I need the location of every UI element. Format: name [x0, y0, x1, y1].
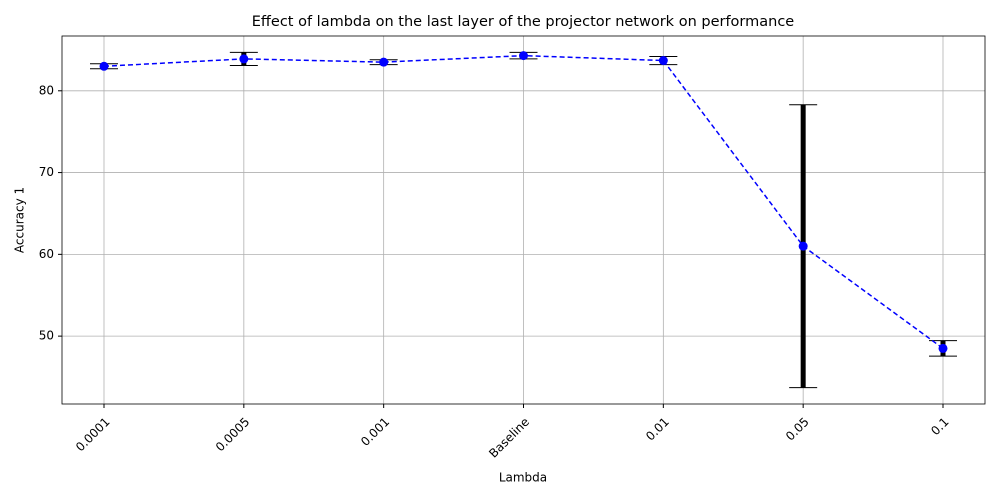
x-tick-label: Baseline [486, 415, 532, 461]
y-axis-label: Accuracy 1 [13, 187, 27, 253]
x-tick-label: 0.05 [783, 415, 812, 444]
chart-title: Effect of lambda on the last layer of th… [252, 14, 795, 30]
point [658, 56, 668, 66]
y-tick-label: 70 [39, 165, 54, 179]
y-tick-label: 80 [39, 83, 54, 97]
point [99, 61, 109, 71]
point [519, 51, 528, 61]
point [938, 343, 948, 353]
x-tick-label: 0.01 [643, 415, 672, 444]
y-tick-label: 60 [39, 247, 54, 261]
point [239, 54, 249, 64]
x-axis-label: Lambda [499, 471, 547, 485]
y-tick-label: 50 [39, 329, 54, 343]
x-tick-label: 0.0001 [73, 415, 113, 455]
x-tick-label: 0.001 [358, 415, 392, 449]
point [798, 241, 808, 251]
plot-frame [61, 35, 986, 405]
x-tick-label: 0.1 [928, 415, 951, 438]
x-tick-label: 0.0005 [213, 415, 253, 455]
point [379, 57, 389, 67]
